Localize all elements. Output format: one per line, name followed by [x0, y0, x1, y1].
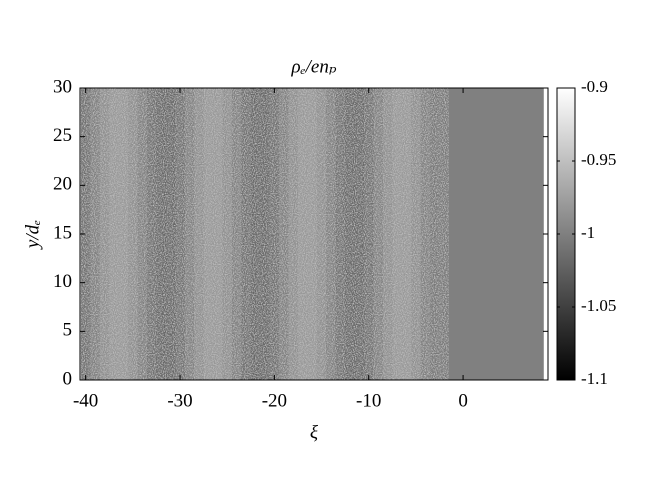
x-tick-label: -40 — [73, 390, 98, 411]
chart-title: ρₑ/enₚ — [291, 56, 337, 77]
heatmap-cell — [477, 88, 488, 380]
x-tick-label: -20 — [262, 390, 287, 411]
heatmap-cell — [524, 88, 535, 380]
y-tick-label: 15 — [53, 222, 72, 243]
heatmap-cell — [467, 88, 478, 380]
colorbar-tick-label: -0.95 — [581, 150, 616, 169]
heatmap-cell — [448, 88, 459, 380]
colorbar-tick-label: -1.1 — [581, 369, 608, 388]
y-tick-label: 20 — [53, 174, 72, 195]
colorbar-tick-label: -0.9 — [581, 77, 608, 96]
heatmap-cell — [533, 88, 544, 380]
heatmap-cell — [514, 88, 525, 380]
x-axis-label: ξ — [310, 422, 319, 443]
y-tick-label: 10 — [53, 271, 72, 292]
y-tick-label: 30 — [53, 76, 72, 97]
heatmap — [80, 88, 544, 380]
y-tick-label: 0 — [63, 368, 73, 389]
heatmap-cell — [458, 88, 469, 380]
colorbar-tick-label: -1 — [581, 223, 595, 242]
heatmap-cell — [486, 88, 497, 380]
heatmap-cell — [505, 88, 516, 380]
y-axis-label: y/dₑ — [22, 220, 43, 250]
x-tick-label: -30 — [167, 390, 192, 411]
y-tick-label: 5 — [63, 320, 73, 341]
colorbar-tick-label: -1.05 — [581, 296, 616, 315]
x-tick-label: 0 — [458, 390, 468, 411]
x-tick-label: -10 — [356, 390, 381, 411]
noise-texture — [80, 88, 449, 380]
heatmap-cell — [496, 88, 507, 380]
y-tick-label: 25 — [53, 125, 72, 146]
